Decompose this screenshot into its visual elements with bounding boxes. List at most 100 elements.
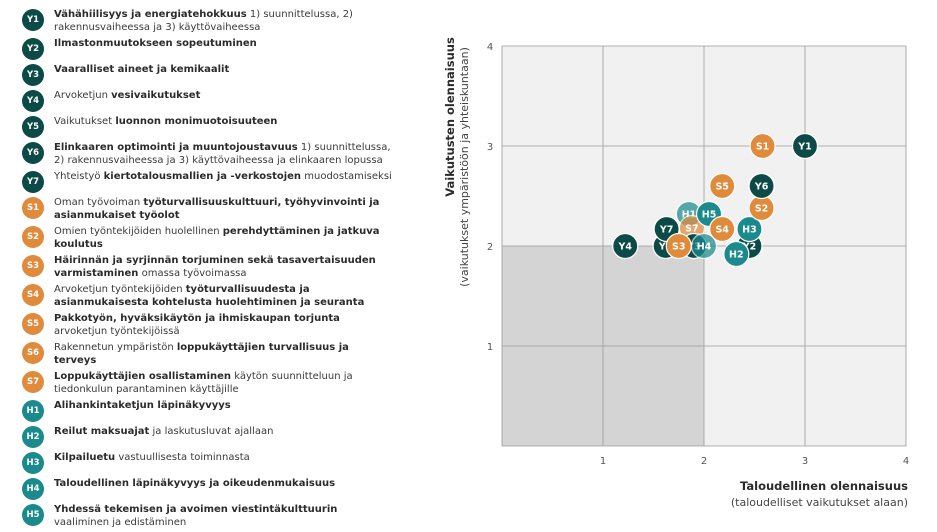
legend-text-part: Rakennetun ympäristön	[54, 342, 177, 353]
x-tick-label: 3	[802, 456, 808, 467]
point-marker	[749, 132, 776, 160]
legend-text-part: arvoketjun työntekijöissä	[54, 326, 180, 337]
legend-item-s3: S3 Häirinnän ja syrjinnän torjuminen sekä…	[22, 254, 392, 280]
legend-badge: S6	[22, 342, 44, 364]
point-label: S2	[755, 204, 768, 215]
legend-item-y1: Y1 Vähähiilisyys ja energiatehokkuus 1) s…	[22, 8, 392, 34]
y-tick-label: 2	[487, 242, 493, 253]
x-tick-label: 4	[903, 456, 909, 467]
legend-text: Reilut maksuajat ja laskutusluvat ajalla…	[54, 425, 273, 438]
legend-item-h3: H3 Kilpailuetu vastuullisesta toiminnasta	[22, 451, 392, 474]
legend-text: Alihankintaketjun läpinäkyvyys	[54, 399, 231, 412]
legend-text: Kilpailuetu vastuullisesta toiminnasta	[54, 451, 250, 464]
legend-text-part: muodostamiseksi	[301, 171, 392, 182]
legend-item-y2: Y2 Ilmastonmuutokseen sopeutuminen	[22, 37, 392, 60]
legend-badge: Y2	[22, 38, 44, 60]
legend-item-s7: S7 Loppukäyttäjien osallistaminen käytön …	[22, 370, 392, 396]
legend-text: Elinkaaren optimointi ja muuntojoustavuu…	[54, 141, 392, 167]
legend-text-part: loppukäyttäjien turvallisuus ja terveys	[54, 342, 349, 366]
legend-text-part: Reilut maksuajat	[54, 426, 150, 437]
legend-text-part: luonnon monimuotoisuuteen	[115, 116, 278, 127]
legend-text-part: Kilpailuetu	[54, 452, 116, 463]
legend-text: Oman työvoiman työturvallisuuskulttuuri,…	[54, 196, 392, 222]
legend-text-part: Vaikutukset	[54, 116, 116, 127]
legend-item-s6: S6 Rakennetun ympäristön loppukäyttäjien …	[22, 341, 392, 367]
legend-text-part: Vaaralliset aineet ja kemikaalit	[54, 64, 230, 75]
legend-text: Ilmastonmuutokseen sopeutuminen	[54, 37, 257, 50]
legend-badge: S7	[22, 371, 44, 393]
y-axis-subtitle: (vaikutukset ympäristöön ja yhteiskuntaa…	[458, 47, 471, 287]
legend-text-part: vaaliminen ja edistäminen	[54, 517, 187, 528]
legend-item-y3: Y3 Vaaralliset aineet ja kemikaalit	[22, 63, 392, 86]
legend-item-h1: H1 Alihankintaketjun läpinäkyvyys	[22, 399, 392, 422]
legend-text-part: perehdyttäminen ja jatkuva koulutus	[54, 226, 380, 250]
legend-text-part: vesivaikutukset	[111, 90, 201, 101]
legend-text-part: omassa työvoimassa	[138, 268, 247, 279]
legend-badge: H2	[22, 426, 44, 448]
point-marker	[709, 172, 736, 200]
point-marker	[709, 215, 736, 243]
legend-text-part: ja laskutusluvat ajallaan	[149, 426, 274, 437]
legend-text-part: käytön suunnitteluun ja tiedonkulun para…	[54, 371, 353, 395]
point-label: H5	[702, 210, 717, 221]
legend-item-y4: Y4 Arvoketjun vesivaikutukset	[22, 89, 392, 112]
x-axis-subtitle: (taloudelliset vaikutukset alaan)	[731, 496, 908, 509]
legend-text: Arvoketjun työntekijöiden työturvallisuu…	[54, 283, 392, 309]
legend-text: Vaikutukset luonnon monimuotoisuuteen	[54, 115, 277, 128]
point-label: Y6	[754, 182, 769, 193]
point-marker	[736, 215, 763, 243]
point-label: Y5	[658, 242, 673, 253]
legend: Y1 Vähähiilisyys ja energiatehokkuus 1) s…	[22, 8, 392, 532]
legend-badge: Y7	[22, 171, 44, 193]
point-marker	[612, 232, 639, 260]
point-label: H4	[697, 242, 712, 253]
legend-badge: Y6	[22, 142, 44, 164]
legend-badge: Y4	[22, 90, 44, 112]
legend-item-y6: Y6 Elinkaaren optimointi ja muuntojoustav…	[22, 141, 392, 167]
point-label: S1	[756, 142, 769, 153]
legend-text: Yhdessä tekemisen ja avoimen viestintäku…	[54, 503, 392, 529]
legend-badge: S2	[22, 226, 44, 248]
legend-item-s1: S1 Oman työvoiman työturvallisuuskulttuur…	[22, 196, 392, 222]
legend-item-s5: S5 Pakkotyön, hyväksikäytön ja ihmiskaupa…	[22, 312, 392, 338]
legend-text: Omien työntekijöiden huolellinen perehdy…	[54, 225, 392, 251]
legend-text-part: Häirinnän ja syrjinnän torjuminen sekä t…	[54, 255, 376, 279]
point-label: S4	[715, 225, 729, 236]
legend-text-part: työturvallisuudesta ja asianmukaisesta k…	[54, 284, 365, 308]
point-marker	[748, 172, 775, 200]
point-label: S7	[685, 224, 698, 235]
point-label: Y1	[797, 142, 812, 153]
legend-badge: S4	[22, 284, 44, 306]
legend-badge: H4	[22, 478, 44, 500]
point-label: Y2	[742, 242, 757, 253]
legend-text-part: Arvoketjun	[54, 90, 112, 101]
legend-text-part: 1) suunnittelussa, 2) rakennusvaiheessa …	[54, 142, 391, 166]
legend-text-part: Yhteistyö	[54, 171, 104, 182]
legend-text-part: Omien työntekijöiden huolellinen	[54, 226, 223, 237]
legend-text-part: Taloudellinen läpinäkyvyys ja oikeudenmu…	[54, 478, 336, 489]
y-axis-title: Vaikutusten olennaisuus	[443, 37, 457, 197]
legend-item-h4: H4 Taloudellinen läpinäkyvyys ja oikeuden…	[22, 477, 392, 500]
y-tick-label: 4	[487, 42, 493, 53]
legend-text: Vaaralliset aineet ja kemikaalit	[54, 63, 229, 76]
legend-badge: H5	[22, 504, 44, 526]
legend-item-y7: Y7 Yhteistyö kiertotalousmallien ja -verk…	[22, 170, 392, 193]
legend-text-part: Elinkaaren optimointi ja muuntojoustavuu…	[54, 142, 298, 153]
legend-text-part: Oman työvoiman	[54, 197, 144, 208]
point-label: H2	[729, 250, 744, 261]
legend-badge: Y3	[22, 64, 44, 86]
legend-badge: H1	[22, 400, 44, 422]
legend-badge: Y5	[22, 116, 44, 138]
x-axis-title: Taloudellinen olennaisuus	[740, 479, 908, 493]
legend-text-part: työturvallisuuskulttuuri, työhyvinvointi…	[54, 197, 380, 221]
legend-text-part: Vähähiilisyys ja energiatehokkuus	[54, 9, 247, 20]
x-tick-label: 2	[701, 456, 707, 467]
legend-text: Taloudellinen läpinäkyvyys ja oikeudenmu…	[54, 477, 335, 490]
legend-text: Arvoketjun vesivaikutukset	[54, 89, 200, 102]
legend-item-s2: S2 Omien työntekijöiden huolellinen pereh…	[22, 225, 392, 251]
legend-text-part: Pakkotyön, hyväksikäytön ja ihmiskaupan …	[54, 313, 340, 324]
legend-text-part: Loppukäyttäjien osallistaminen	[54, 371, 232, 382]
point-label: Y4	[617, 242, 632, 253]
legend-badge: H3	[22, 452, 44, 474]
